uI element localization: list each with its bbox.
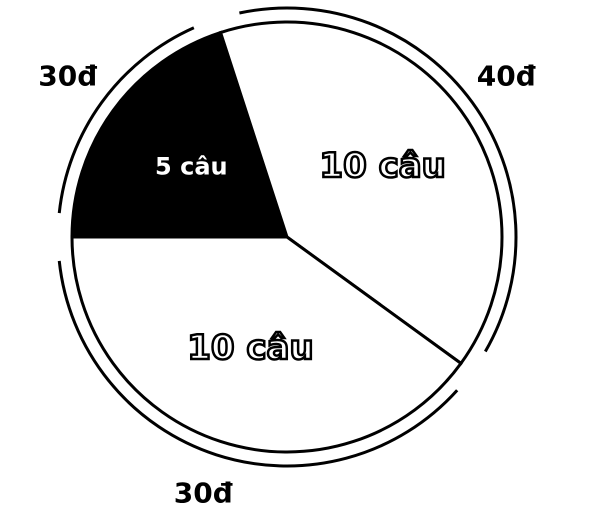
points-label: 30đ: [38, 60, 97, 93]
pie-slice: [70, 235, 464, 454]
points-arc: [57, 260, 459, 468]
points-arc: [57, 26, 195, 214]
slice-label: 10 câu: [319, 146, 445, 186]
slice-label: 5 câu: [155, 152, 228, 180]
pie-slice: [70, 30, 290, 239]
pie-slice: [218, 20, 504, 366]
points-label: 40đ: [477, 60, 536, 93]
slice-label: 10 câu: [187, 328, 313, 368]
points-arc: [239, 6, 518, 353]
points-label: 30đ: [174, 477, 233, 510]
